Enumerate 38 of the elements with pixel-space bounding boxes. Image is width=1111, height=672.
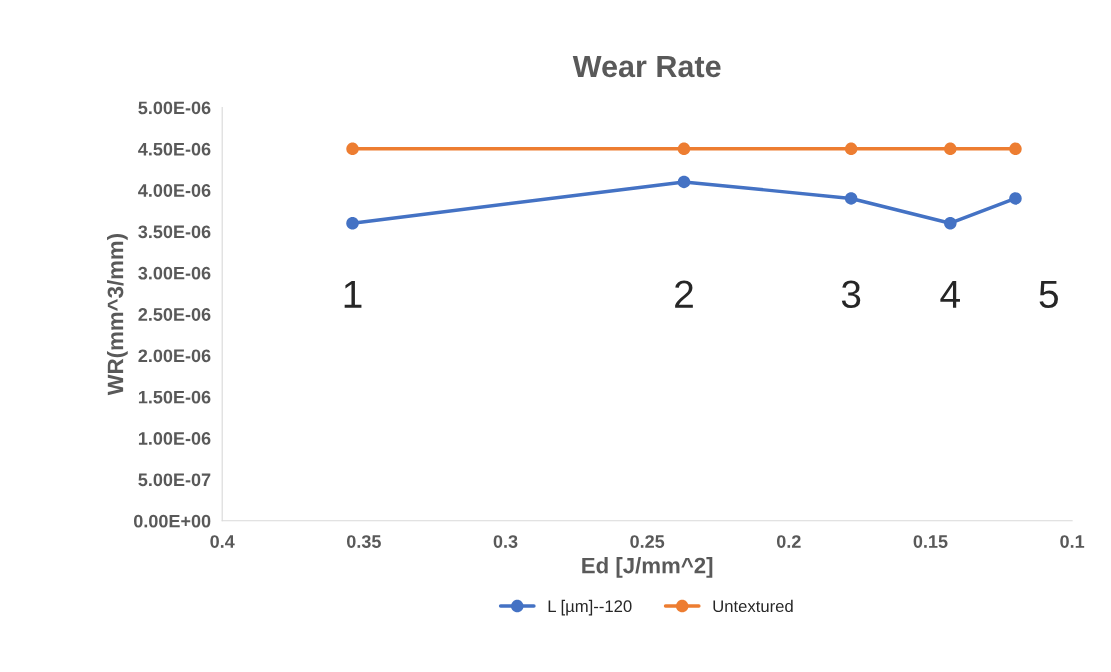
annotation: 4	[940, 280, 960, 308]
chart-title: Wear Rate	[572, 55, 721, 78]
y-tick-label: 5.00E-07	[138, 473, 211, 487]
x-tick-label: 0.15	[913, 535, 948, 548]
point	[944, 142, 957, 156]
y-tick-label: 3.00E-06	[138, 266, 211, 280]
legend-label: L [µm]--120	[548, 599, 632, 616]
point	[677, 142, 691, 156]
annotation: 1	[344, 280, 362, 308]
y-tick-label: 3.50E-06	[138, 225, 211, 239]
x-axis-title: Ed [J/mm^2]	[582, 557, 713, 578]
y-tick-label: 5.00E-06	[138, 101, 211, 115]
x-tick-label: 0.2	[776, 535, 801, 548]
x-tick-label: 0.25	[630, 535, 665, 548]
legend-label: Untextured	[713, 599, 793, 613]
point	[1009, 192, 1022, 205]
y-axis-title: WR(mm^3/mm)	[107, 234, 128, 396]
point	[346, 216, 359, 230]
point	[944, 216, 957, 230]
annotation: 3	[841, 280, 861, 309]
point	[844, 192, 858, 205]
annotation: 2	[675, 280, 693, 308]
y-tick-label: 2.50E-06	[138, 308, 211, 321]
y-tick-label: 2.00E-06	[138, 349, 211, 363]
point	[1009, 142, 1022, 156]
y-tick-label: 4.50E-06	[138, 142, 211, 156]
x-tick-label: 0.4	[210, 535, 235, 548]
y-tick-label: 1.00E-06	[138, 432, 211, 445]
point	[844, 142, 858, 156]
x-tick-label: 0.35	[347, 535, 381, 548]
x-tick-label: 0.1	[1060, 535, 1085, 548]
point	[677, 175, 691, 189]
y-tick-label: 0.00E+00	[133, 514, 211, 528]
x-tick-label: 0.3	[493, 535, 518, 548]
annotation: 5	[1039, 280, 1058, 309]
y-tick-label: 1.50E-06	[138, 390, 211, 404]
y-tick-label: 4.00E-06	[138, 184, 211, 197]
point	[346, 142, 359, 156]
